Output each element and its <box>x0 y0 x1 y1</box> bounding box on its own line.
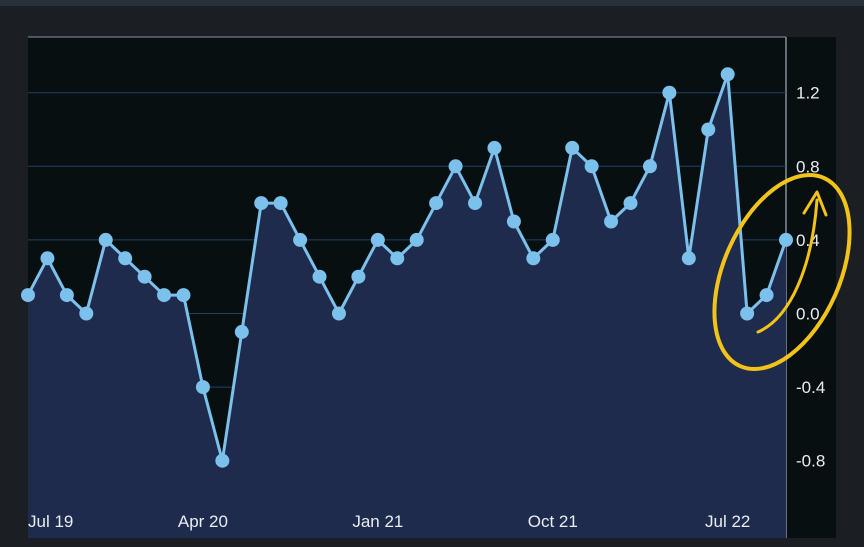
data-point <box>312 269 327 284</box>
series-line <box>26 72 788 463</box>
data-point <box>584 159 599 174</box>
annotation-arrow-shaft <box>756 198 819 334</box>
y-tick-label: 0.8 <box>796 157 820 176</box>
x-axis-tick-labels: Jul 19 Apr 20 Jan 21 Oct 21 Jul 22 <box>28 512 750 531</box>
data-point <box>293 232 308 247</box>
data-point <box>681 251 696 266</box>
x-tick-label: Jul 19 <box>28 512 73 531</box>
x-tick-label: Apr 20 <box>178 512 228 531</box>
data-point <box>448 159 463 174</box>
y-axis-band <box>786 37 836 538</box>
series-area-fill <box>28 74 786 539</box>
data-point <box>779 232 793 247</box>
data-point <box>759 288 774 303</box>
data-point <box>623 196 638 211</box>
top-strip <box>0 0 864 6</box>
data-point <box>642 159 657 174</box>
data-point <box>351 269 366 284</box>
data-point <box>157 288 172 303</box>
data-point <box>604 214 619 229</box>
data-point <box>390 251 405 266</box>
y-tick-label: 1.2 <box>796 84 820 103</box>
data-point <box>98 232 113 247</box>
y-axis-tick-labels: 1.2 0.8 0.4 0.0 -0.4 -0.8 <box>796 84 825 471</box>
data-point <box>234 324 249 339</box>
y-tick-label: 0.0 <box>796 305 820 324</box>
data-point <box>720 67 735 82</box>
data-point <box>176 288 191 303</box>
hand-drawn-annotation <box>712 172 852 372</box>
annotation-ellipse <box>712 172 852 372</box>
data-point <box>429 196 444 211</box>
data-point <box>740 306 755 321</box>
data-point <box>137 269 152 284</box>
data-point <box>526 251 541 266</box>
x-tick-label: Jan 21 <box>352 512 403 531</box>
x-tick-label: Oct 21 <box>528 512 578 531</box>
data-point <box>468 196 483 211</box>
data-point <box>21 288 35 303</box>
data-point <box>662 85 677 100</box>
data-point <box>195 380 210 395</box>
data-point <box>40 251 55 266</box>
data-point <box>506 214 521 229</box>
y-tick-label: -0.4 <box>796 378 825 397</box>
y-tick-label: -0.8 <box>796 452 825 471</box>
annotation-arrow-head <box>802 190 828 217</box>
data-point <box>273 196 288 211</box>
data-point <box>370 232 385 247</box>
data-point <box>545 232 560 247</box>
y-tick-label: 0.4 <box>796 231 820 250</box>
data-point <box>487 140 502 155</box>
data-point <box>409 232 424 247</box>
data-point <box>331 306 346 321</box>
series-points <box>21 67 793 468</box>
data-point <box>254 196 269 211</box>
data-point <box>565 140 580 155</box>
x-tick-label: Jul 22 <box>705 512 750 531</box>
data-point <box>215 453 230 468</box>
data-point <box>59 288 74 303</box>
data-point <box>118 251 133 266</box>
data-point <box>701 122 716 137</box>
data-point <box>79 306 94 321</box>
